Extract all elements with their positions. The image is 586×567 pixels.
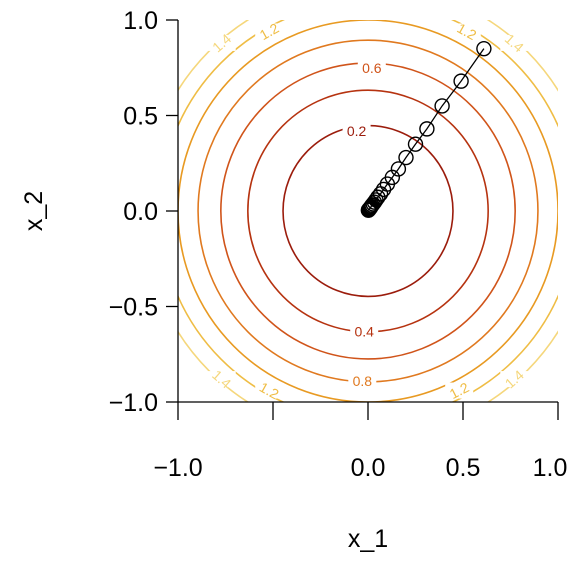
path-point xyxy=(375,181,392,198)
contour-label-bg xyxy=(207,34,236,51)
contour-label-1_4: 1.4 xyxy=(502,367,527,392)
contour-label-1_4: 1.4 xyxy=(209,367,234,392)
x-tick-label: −1.0 xyxy=(153,454,202,482)
contour-label-bg xyxy=(500,34,529,51)
y-tick-label: 0.0 xyxy=(123,198,158,226)
path-point xyxy=(453,73,469,89)
contour-label-bg xyxy=(445,382,474,399)
x-axis-label: x_1 xyxy=(348,525,388,553)
contour-label-bg xyxy=(255,382,284,399)
y-tick-label: 0.5 xyxy=(123,103,158,131)
y-axis-label: x_2 xyxy=(20,191,48,231)
contour-label-bg xyxy=(357,59,386,76)
path-point xyxy=(407,136,424,152)
contour-label-bg xyxy=(350,323,379,340)
contour-label-0_6: 0.6 xyxy=(362,60,382,76)
path-point xyxy=(476,40,492,57)
contour-label-0_2: 0.2 xyxy=(347,123,367,139)
contour-label-bg xyxy=(452,23,481,40)
contour-label-bg xyxy=(500,371,529,388)
path-point xyxy=(360,202,377,218)
contour-label-1_2: 1.2 xyxy=(447,379,472,402)
y-tick-label: −0.5 xyxy=(109,294,158,322)
path-point xyxy=(419,121,435,137)
contour-label-1_4: 1.4 xyxy=(502,30,527,55)
contour-labels: 0.20.40.60.81.21.21.21.21.41.41.41.4 xyxy=(207,20,529,402)
y-tick-label: −1.0 xyxy=(109,389,158,417)
path-point xyxy=(434,98,450,114)
contour-label-0_4: 0.4 xyxy=(354,323,374,339)
contour-label-bg xyxy=(342,122,371,139)
axes: −1.0 −0.5 0.0 0.5 1.0 −1.0 0.0 0.5 1.0 xyxy=(109,7,568,482)
x-tick-label: 0.0 xyxy=(351,454,386,482)
path-point xyxy=(390,161,407,177)
x-tick-label: 0.5 xyxy=(446,454,481,482)
path-point xyxy=(398,149,414,166)
contour-label-0_8: 0.8 xyxy=(353,373,373,389)
x-tick-label: 1.0 xyxy=(533,454,568,482)
contour-label-bg xyxy=(348,372,377,389)
contour-label-1_4: 1.4 xyxy=(209,30,234,55)
contour-label-bg xyxy=(255,23,284,40)
optimization-path xyxy=(360,40,492,218)
y-tick-label: 1.0 xyxy=(123,7,158,35)
contour-label-bg xyxy=(207,371,236,388)
